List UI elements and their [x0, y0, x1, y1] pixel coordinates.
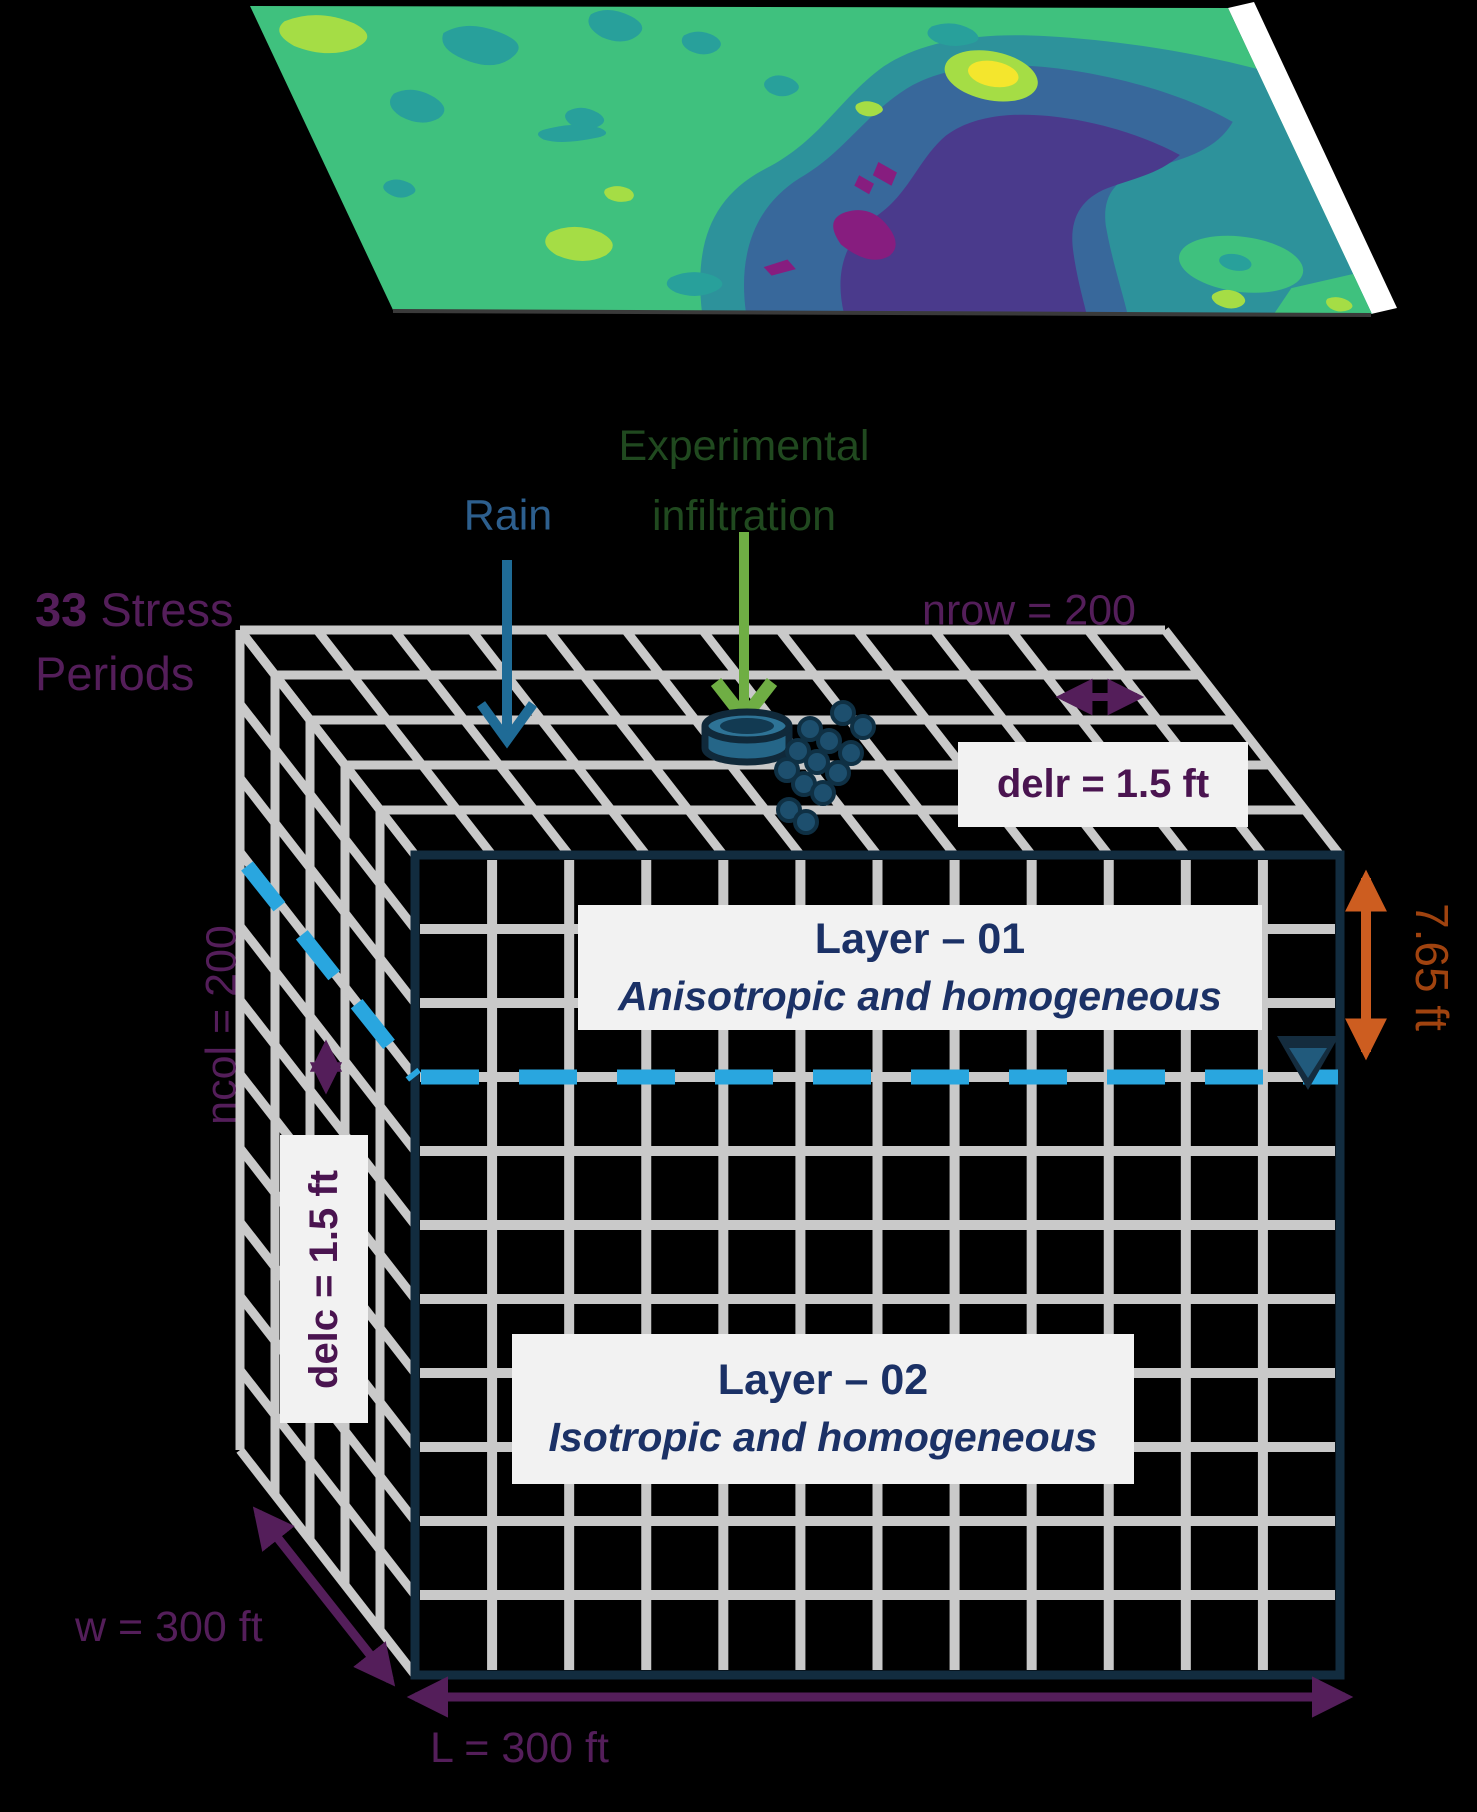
grid-line — [236, 627, 419, 858]
grid-line — [776, 627, 959, 858]
rain-label: Rain — [463, 491, 553, 540]
layer2-title: Layer – 02 — [717, 1356, 929, 1404]
layer1-subtitle: Anisotropic and homogeneous — [618, 972, 1222, 1019]
width-label: w = 300 ft — [75, 1603, 263, 1651]
front-face-border — [410, 850, 1345, 1680]
map-page-edge — [1228, 2, 1397, 314]
grid-line — [390, 627, 573, 858]
width-dimension-arrow — [252, 1506, 396, 1687]
grid-line — [236, 775, 419, 1006]
delc-label: delc = 1.5 ft — [301, 1169, 346, 1389]
nrow-label: nrow = 200 — [922, 586, 1136, 635]
infiltrometer-icon — [701, 708, 793, 766]
layer2-box: Layer – 02 Isotropic and homogeneous — [512, 1334, 1134, 1484]
water-table-marker-icon — [1277, 1036, 1339, 1090]
grid-line — [1161, 627, 1344, 858]
stress-word: Stress — [87, 583, 234, 636]
length-label: L = 300 ft — [430, 1724, 609, 1772]
delr-label: delr = 1.5 ft — [996, 762, 1210, 806]
infiltration-label-line2: infiltration — [651, 492, 837, 540]
layer2-subtitle: Isotropic and homogeneous — [548, 1414, 1098, 1460]
water-table-dash-left-face — [241, 861, 421, 1082]
layer1-title: Layer – 01 — [814, 914, 1026, 963]
delr-box: delr = 1.5 ft — [958, 742, 1248, 827]
delc-box: delc = 1.5 ft — [280, 1135, 368, 1423]
grid-line — [236, 997, 419, 1228]
grid-line — [236, 701, 419, 932]
layer1-box: Layer – 01 Anisotropic and homogeneous — [578, 905, 1262, 1030]
stress-count: 33 — [35, 583, 88, 636]
stress-line2: Periods — [35, 647, 195, 700]
infiltration-label-line1: Experimental — [618, 422, 870, 470]
rain-arrow-icon — [476, 560, 538, 749]
map-bottom-edge — [392, 309, 1372, 317]
infiltration-droplets-icon — [774, 700, 876, 835]
stress-periods-label: 33 Stress Periods — [35, 578, 234, 706]
map-surface — [250, 6, 1372, 314]
grid-line — [313, 627, 496, 858]
depth-label: 7.65 ft — [1406, 903, 1458, 1031]
grid-line — [544, 627, 727, 858]
infiltration-arrow-icon — [710, 532, 778, 729]
terrain-map — [250, 2, 1397, 317]
grid-line — [236, 923, 419, 1154]
infiltration-label: Experimental infiltration — [619, 411, 870, 551]
ncol-label: ncol = 200 — [197, 925, 246, 1125]
grid-line — [467, 627, 650, 858]
